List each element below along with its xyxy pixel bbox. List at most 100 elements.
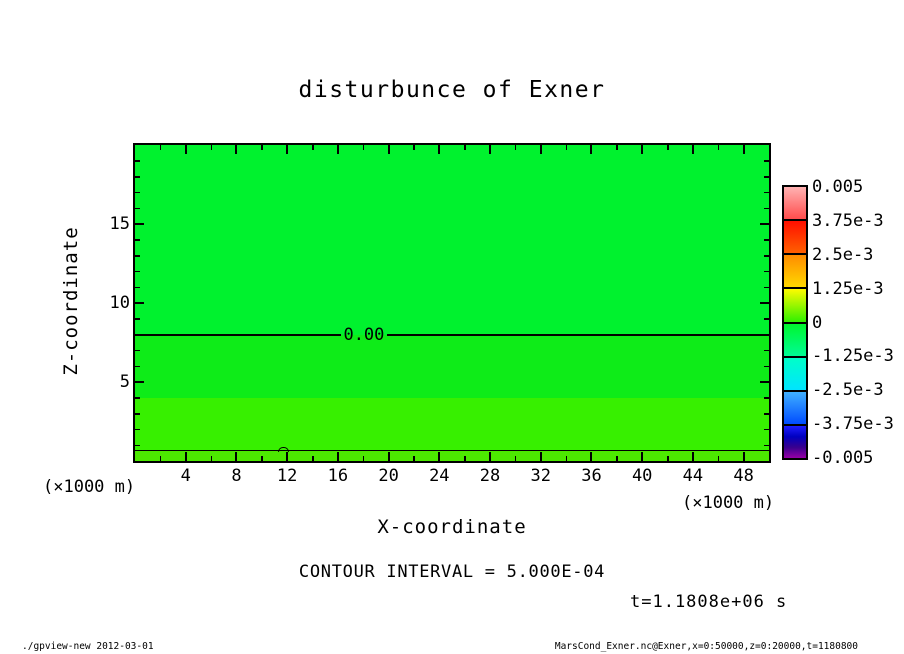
- x-major-tick: [184, 145, 187, 154]
- y-minor-tick: [135, 239, 140, 241]
- fill-band: [135, 145, 769, 335]
- y-minor-tick: [764, 207, 769, 210]
- y-minor-tick: [135, 286, 140, 289]
- x-minor-tick: [159, 145, 162, 150]
- y-minor-tick: [135, 191, 140, 194]
- x-major-tick: [235, 145, 238, 154]
- y-minor-tick: [764, 270, 769, 273]
- colorbar: [782, 185, 808, 460]
- x-tick-label: 44: [682, 466, 704, 486]
- colorbar-section: [784, 221, 806, 256]
- y-major-tick: [760, 302, 769, 304]
- y-major-tick: [135, 381, 144, 383]
- colorbar-section: [784, 289, 806, 324]
- y-minor-tick: [764, 397, 769, 399]
- colorbar-section: [784, 255, 806, 290]
- x-axis-title: X-coordinate: [377, 516, 527, 538]
- y-minor-tick: [135, 444, 140, 447]
- y-minor-tick: [764, 160, 769, 162]
- y-minor-tick: [135, 413, 140, 415]
- x-major-tick: [336, 145, 339, 154]
- x-minor-tick: [717, 145, 720, 150]
- x-major-tick: [184, 452, 187, 461]
- x-major-tick: [742, 452, 745, 461]
- x-tick-label: 4: [180, 466, 191, 486]
- x-tick-label: 12: [276, 466, 298, 486]
- y-minor-tick: [135, 255, 140, 257]
- x-tick-label: 8: [231, 466, 242, 486]
- y-minor-tick: [764, 255, 769, 257]
- x-major-tick: [286, 145, 289, 154]
- x-minor-tick: [464, 145, 466, 150]
- colorbar-section: [784, 391, 806, 426]
- x-major-tick: [691, 145, 694, 154]
- x-major-tick: [641, 452, 644, 461]
- x-tick-label: 16: [327, 466, 349, 486]
- y-minor-tick: [764, 444, 769, 447]
- colorbar-tick-label: -2.5e-3: [812, 380, 884, 401]
- x-minor-tick: [565, 145, 568, 150]
- x-major-tick: [438, 145, 441, 154]
- x-major-tick: [489, 452, 492, 461]
- contour-line: [135, 450, 769, 452]
- y-axis-unit-label: (×1000 m): [43, 477, 136, 497]
- x-major-tick: [691, 452, 694, 461]
- x-minor-tick: [667, 145, 669, 150]
- y-minor-tick: [764, 176, 769, 178]
- y-major-tick: [135, 302, 144, 304]
- y-minor-tick: [764, 365, 769, 368]
- y-minor-tick: [764, 349, 769, 352]
- y-minor-tick: [135, 397, 140, 399]
- colorbar-section: [784, 357, 806, 392]
- y-major-tick: [135, 223, 144, 225]
- y-tick-label: 15: [109, 214, 130, 234]
- x-major-tick: [438, 452, 441, 461]
- contour-value-label: 0.00: [343, 324, 385, 345]
- x-minor-tick: [464, 456, 466, 461]
- x-minor-tick: [717, 456, 720, 461]
- x-minor-tick: [312, 145, 314, 150]
- y-minor-tick: [135, 176, 140, 178]
- footer-source-text: MarsCond_Exner.nc@Exner,x=0:50000,z=0:20…: [554, 641, 858, 652]
- y-minor-tick: [135, 270, 140, 273]
- x-tick-label: 48: [733, 466, 754, 486]
- x-minor-tick: [261, 456, 263, 461]
- colorbar-tick-label: -1.25e-3: [812, 346, 894, 367]
- x-major-tick: [489, 145, 492, 154]
- x-minor-tick: [413, 456, 415, 461]
- contour-interval-text: CONTOUR INTERVAL = 5.000E-04: [298, 562, 606, 582]
- y-minor-tick: [135, 365, 140, 368]
- colorbar-tick-label: 0.005: [812, 177, 864, 197]
- colorbar-section: [784, 425, 806, 458]
- x-minor-tick: [413, 145, 415, 150]
- y-major-tick: [760, 381, 769, 383]
- x-tick-label: 28: [479, 466, 501, 486]
- y-tick-label: 5: [119, 372, 130, 392]
- x-major-tick: [336, 452, 339, 461]
- colorbar-tick-label: -3.75e-3: [812, 414, 894, 435]
- x-minor-tick: [210, 145, 213, 150]
- fill-band: [135, 450, 769, 461]
- y-minor-tick: [135, 428, 140, 431]
- x-minor-tick: [616, 456, 618, 461]
- x-tick-label: 36: [581, 466, 602, 486]
- x-major-tick: [539, 452, 542, 461]
- colorbar-section: [784, 187, 806, 222]
- x-minor-tick: [261, 145, 263, 150]
- x-major-tick: [387, 145, 390, 154]
- y-minor-tick: [764, 286, 769, 289]
- y-minor-tick: [135, 349, 140, 352]
- y-minor-tick: [764, 334, 769, 336]
- y-major-tick: [760, 223, 769, 225]
- contour-line-segment: [135, 333, 341, 336]
- y-minor-tick: [764, 413, 769, 415]
- x-minor-tick: [667, 456, 669, 461]
- fill-band: [135, 397, 769, 451]
- page-title: disturbunce of Exner: [298, 77, 606, 103]
- footer-program-text: ./gpview-new 2012-03-01: [22, 641, 154, 652]
- x-tick-label: 40: [631, 466, 653, 486]
- y-minor-tick: [135, 207, 140, 210]
- y-minor-tick: [764, 428, 769, 431]
- colorbar-tick-label: 1.25e-3: [812, 278, 884, 299]
